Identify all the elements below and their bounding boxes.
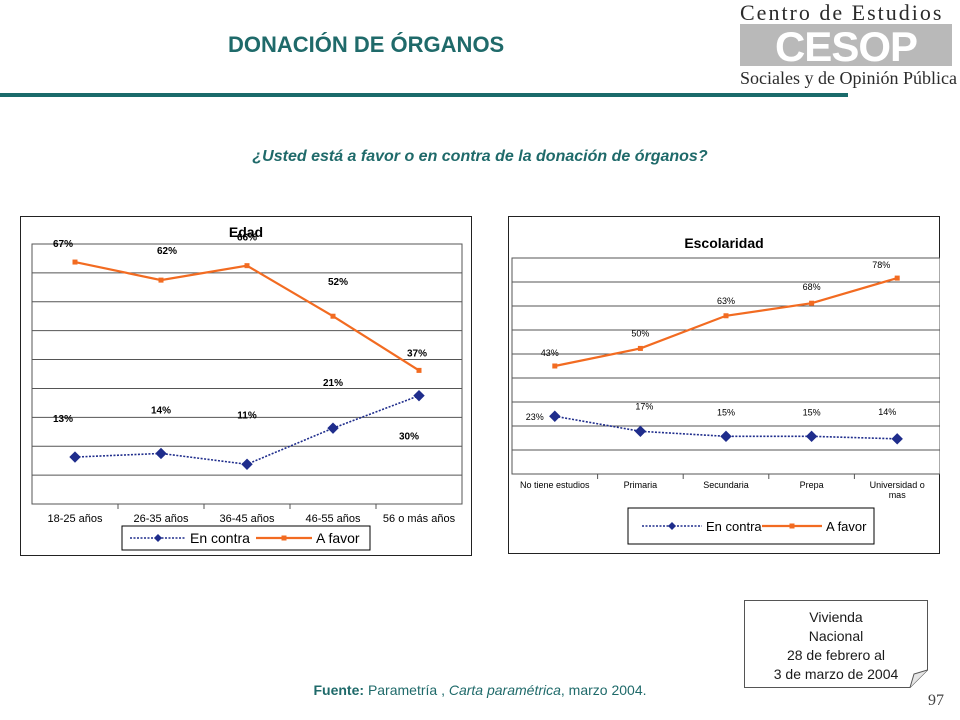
- point-a-favor: [330, 313, 336, 319]
- x-tick-label: 18-25 años: [47, 513, 103, 525]
- data-label: 63%: [717, 296, 735, 306]
- x-tick-label: 46-55 años: [305, 513, 361, 525]
- point-en-contra: [805, 430, 818, 443]
- chart-svg: Edad 18-25 años 26-35 años 36-45 años 46-55 …: [20, 216, 472, 556]
- legend-marker: [668, 522, 676, 530]
- note-line-2: Nacional: [808, 628, 864, 644]
- point-a-favor: [158, 277, 164, 283]
- logo-mark-text: CESOP: [775, 23, 917, 70]
- page-number: 97: [928, 692, 944, 709]
- source-publication: Carta paramétrica: [448, 682, 561, 698]
- logo-top-text: Centro de Estudios: [740, 0, 944, 25]
- legend-label: En contra: [706, 519, 762, 534]
- chart-title: Edad: [229, 224, 263, 240]
- legend-label: A favor: [316, 530, 360, 546]
- legend-marker: [789, 523, 795, 529]
- point-a-favor: [72, 259, 78, 265]
- point-a-favor: [244, 263, 250, 269]
- source-label: Fuente:: [313, 682, 365, 698]
- point-en-contra: [413, 389, 425, 402]
- x-tick-label: 36-45 años: [219, 513, 275, 525]
- sample-note: Vivienda Nacional 28 de febrero al 3 de …: [744, 600, 928, 688]
- data-label: 13%: [53, 414, 73, 425]
- point-en-contra: [549, 410, 561, 422]
- x-tick-label: Secundaria: [703, 480, 749, 490]
- note-line-4: 3 de marzo de 2004: [773, 666, 899, 682]
- note-box: [744, 600, 928, 688]
- data-label: 23%: [526, 412, 544, 422]
- point-a-favor: [894, 275, 900, 281]
- data-label: 68%: [803, 282, 821, 292]
- data-label: 15%: [717, 407, 735, 417]
- point-a-favor: [809, 300, 815, 306]
- cesop-logo: Centro de Estudios CESOP Sociales y de O…: [736, 0, 958, 96]
- chart-title: Escolaridad: [684, 235, 763, 251]
- source-org: Parametría: [367, 682, 438, 698]
- note-line-1: Vivienda: [809, 609, 863, 625]
- chart-svg: Escolaridad No tiene estudios Primaria Secu…: [508, 216, 941, 554]
- data-label: 78%: [872, 260, 890, 270]
- data-label: 62%: [157, 246, 177, 257]
- data-label: 17%: [635, 401, 653, 411]
- source-date: , marzo 2004.: [560, 682, 647, 698]
- page-title: DONACIÓN DE ÓRGANOS: [228, 32, 505, 57]
- survey-question: ¿Usted está a favor o en contra de la do…: [252, 148, 708, 165]
- logo-mark: CESOP: [740, 23, 952, 70]
- point-en-contra: [327, 422, 339, 434]
- data-label: 30%: [399, 432, 419, 443]
- point-a-favor: [552, 363, 558, 369]
- point-a-favor: [637, 345, 643, 351]
- chart-edad: Edad 18-25 años 26-35 años 36-45 años 46-55 …: [20, 216, 472, 561]
- x-tick-label: Primaria: [624, 480, 658, 490]
- point-a-favor: [723, 313, 729, 319]
- data-label: 21%: [323, 378, 343, 389]
- source-line: Fuente: Parametría , Carta paramétrica, …: [313, 682, 647, 698]
- legend-marker: [281, 535, 287, 541]
- data-label: 11%: [237, 410, 257, 421]
- logo-bottom-text: Sociales y de Opinión Pública: [740, 68, 957, 88]
- point-en-contra: [891, 433, 903, 445]
- point-en-contra: [69, 451, 81, 463]
- chart-escolaridad: Escolaridad No tiene estudios Primaria Secu…: [508, 216, 941, 559]
- point-en-contra: [720, 430, 732, 443]
- legend-label: En contra: [190, 530, 250, 546]
- x-tick-label: Universidad o: [870, 480, 925, 490]
- data-label: 15%: [803, 407, 821, 417]
- data-label: 43%: [541, 348, 559, 358]
- data-label: 50%: [631, 328, 649, 338]
- point-en-contra: [634, 425, 647, 438]
- point-en-contra: [155, 447, 167, 460]
- point-a-favor: [416, 367, 422, 373]
- x-tick-label: No tiene estudios: [520, 480, 590, 490]
- data-label: 67%: [53, 239, 73, 250]
- data-label: 14%: [151, 405, 171, 416]
- data-label: 66%: [237, 233, 257, 244]
- x-tick-label: 26-35 años: [133, 513, 189, 525]
- data-label: 37%: [407, 348, 427, 359]
- note-line-3: 28 de febrero al: [786, 647, 886, 663]
- data-label: 52%: [328, 277, 348, 288]
- point-en-contra: [241, 458, 253, 470]
- legend-label: A favor: [826, 519, 867, 534]
- header-rule: [0, 93, 848, 97]
- x-tick-label: 56 o más años: [383, 513, 456, 525]
- data-label: 14%: [878, 407, 896, 417]
- legend-marker: [154, 534, 162, 542]
- x-tick-label: mas: [889, 490, 907, 500]
- x-tick-label: Prepa: [800, 480, 824, 490]
